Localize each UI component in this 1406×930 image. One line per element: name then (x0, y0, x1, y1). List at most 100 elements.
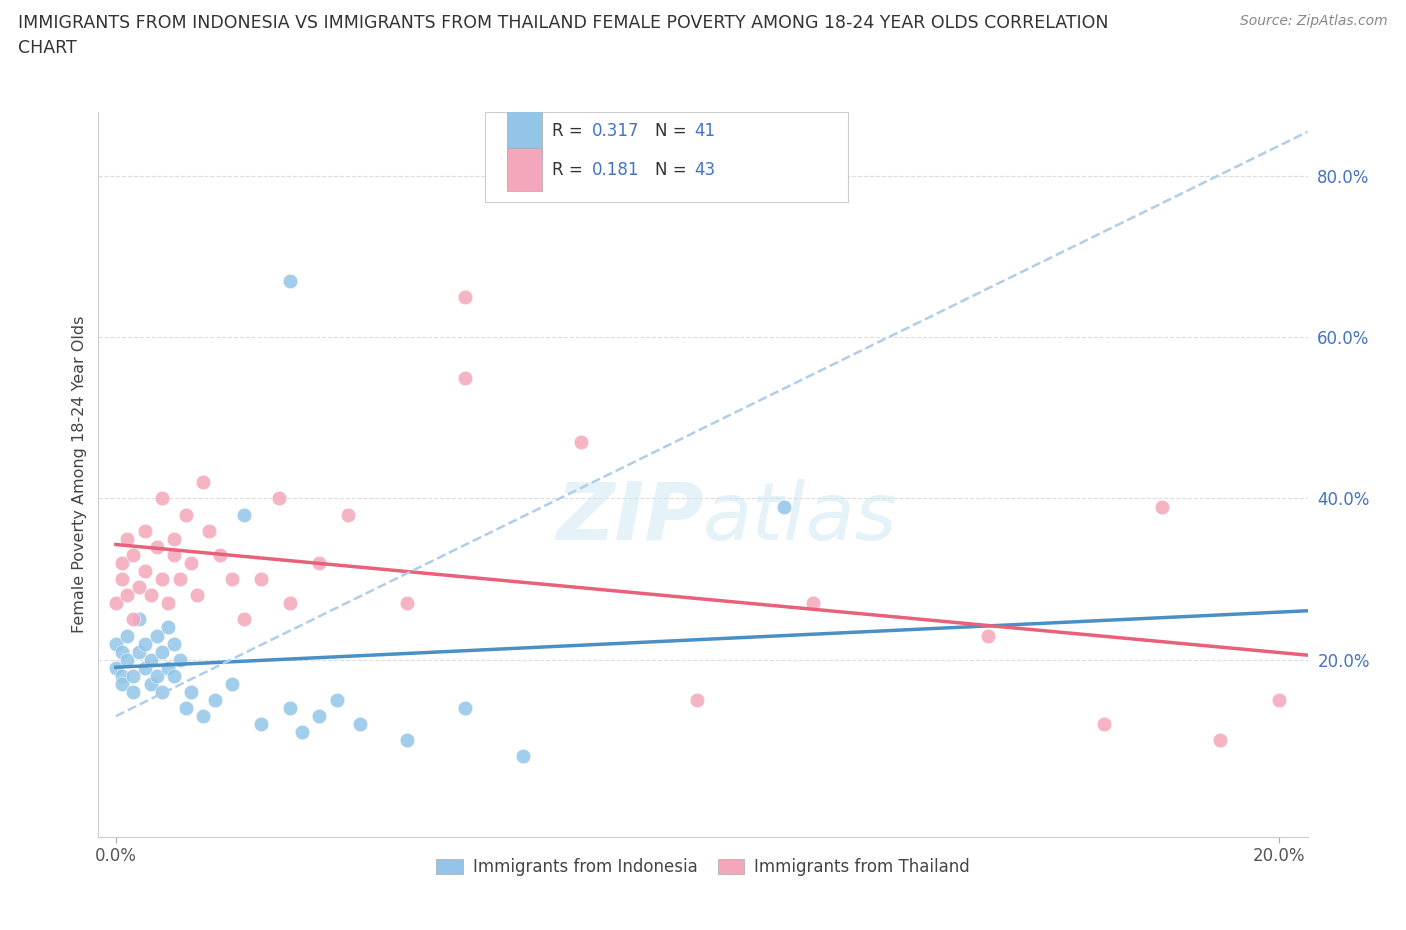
Point (1267, 693, 1289, 708)
Point (686, 693, 709, 708)
Point (134, 636, 156, 651)
Point (128, 612, 150, 627)
Point (122, 612, 145, 627)
Text: CHART: CHART (18, 39, 77, 57)
Point (104, 660, 127, 675)
Point (163, 548, 186, 563)
Text: R =: R = (551, 161, 588, 179)
Point (453, 289, 475, 304)
Point (773, 499, 796, 514)
Point (308, 555, 330, 570)
Point (139, 652, 162, 667)
Point (139, 588, 162, 603)
Point (221, 676, 243, 691)
Point (209, 548, 232, 563)
Point (139, 676, 162, 691)
Point (150, 684, 173, 699)
Point (1152, 499, 1174, 514)
Point (278, 700, 301, 715)
Point (111, 644, 134, 659)
Point (111, 676, 134, 691)
Point (232, 507, 254, 522)
Text: ZIP: ZIP (555, 479, 703, 557)
Point (122, 684, 145, 699)
Point (128, 644, 150, 659)
Text: R =: R = (551, 123, 588, 140)
Point (134, 564, 156, 578)
Point (453, 370, 475, 385)
Point (267, 491, 290, 506)
Point (395, 596, 418, 611)
Text: 43: 43 (695, 161, 716, 179)
Point (512, 749, 534, 764)
Point (145, 539, 167, 554)
Point (145, 669, 167, 684)
FancyBboxPatch shape (508, 110, 543, 153)
Point (150, 491, 173, 506)
Point (977, 628, 1000, 643)
Text: N =: N = (655, 123, 692, 140)
Point (157, 660, 180, 675)
Point (169, 572, 191, 587)
Y-axis label: Female Poverty Among 18-24 Year Olds: Female Poverty Among 18-24 Year Olds (72, 315, 87, 633)
Point (122, 669, 145, 684)
Point (117, 588, 139, 603)
Point (337, 507, 360, 522)
Point (232, 612, 254, 627)
Text: 0.317: 0.317 (592, 123, 640, 140)
FancyBboxPatch shape (485, 112, 848, 203)
Text: N =: N = (655, 161, 692, 179)
Point (186, 588, 208, 603)
Point (291, 724, 314, 739)
Point (169, 652, 191, 667)
Point (117, 652, 139, 667)
Point (174, 507, 197, 522)
FancyBboxPatch shape (508, 148, 543, 191)
Point (117, 628, 139, 643)
Point (278, 596, 301, 611)
Point (150, 644, 173, 659)
Text: Source: ZipAtlas.com: Source: ZipAtlas.com (1240, 14, 1388, 28)
Point (111, 555, 134, 570)
Point (163, 669, 186, 684)
Point (278, 273, 301, 288)
Point (163, 636, 186, 651)
Point (191, 475, 214, 490)
Point (128, 579, 150, 594)
Point (198, 524, 221, 538)
Point (157, 620, 180, 635)
Point (250, 572, 273, 587)
Point (803, 596, 825, 611)
Point (326, 693, 349, 708)
Point (180, 555, 202, 570)
Point (163, 531, 186, 546)
Point (180, 684, 202, 699)
Point (134, 524, 156, 538)
Point (1092, 717, 1115, 732)
Point (569, 434, 592, 449)
Point (395, 733, 418, 748)
Point (349, 717, 371, 732)
Point (134, 660, 156, 675)
Point (145, 628, 167, 643)
Text: 41: 41 (695, 123, 716, 140)
Point (191, 709, 214, 724)
Point (204, 693, 226, 708)
Point (104, 636, 127, 651)
Point (111, 669, 134, 684)
Point (1209, 733, 1232, 748)
Point (104, 596, 127, 611)
Point (157, 596, 180, 611)
Point (221, 572, 243, 587)
Text: 0.181: 0.181 (592, 161, 640, 179)
Point (1384, 700, 1406, 715)
Point (250, 717, 273, 732)
Text: atlas: atlas (703, 479, 898, 557)
Point (150, 572, 173, 587)
Legend: Immigrants from Indonesia, Immigrants from Thailand: Immigrants from Indonesia, Immigrants fr… (429, 852, 977, 883)
Point (174, 700, 197, 715)
Point (111, 572, 134, 587)
Point (122, 548, 145, 563)
Point (308, 709, 330, 724)
Text: IMMIGRANTS FROM INDONESIA VS IMMIGRANTS FROM THAILAND FEMALE POVERTY AMONG 18-24: IMMIGRANTS FROM INDONESIA VS IMMIGRANTS … (18, 14, 1109, 32)
